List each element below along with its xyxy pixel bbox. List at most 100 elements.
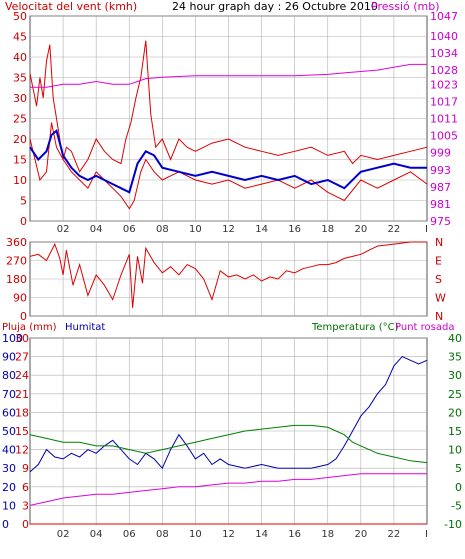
hour-tick-label: 18 — [321, 529, 334, 540]
humidity-tick-label: 20 — [2, 481, 16, 494]
temperature-axis-title: Temperatura (°C) — [311, 322, 399, 333]
hour-tick-label: 10 — [189, 529, 202, 540]
graph-title: 24 hour graph day : 26 Octubre 2010 — [172, 0, 378, 13]
rain-tick-label: 18 — [15, 406, 29, 419]
hour-tick-label: 14 — [255, 529, 268, 540]
rain-tick-label: 9 — [22, 462, 29, 475]
compass-tick-label: W — [435, 292, 446, 305]
wind-tick-label: 15 — [13, 154, 27, 167]
panel1-series — [29, 40, 428, 210]
hour-tick-label: 02 — [57, 224, 70, 235]
series-line-wind — [29, 122, 428, 210]
pressure-tick-label: 1047 — [430, 10, 458, 23]
panel3-temperature-ticks: -10 -5 0 5 10 15 20 25 30 35 40 — [444, 332, 462, 531]
rain-tick-label: 6 — [22, 481, 29, 494]
temperature-tick-label: 25 — [448, 388, 462, 401]
pressure-tick-label: 1011 — [430, 113, 458, 126]
hour-tick-label: 10 — [189, 224, 202, 235]
temperature-tick-label: -10 — [444, 518, 462, 531]
pressure-tick-label: 975 — [430, 215, 451, 228]
pressure-tick-label: 999 — [430, 147, 451, 160]
hour-tick-label: 16 — [288, 529, 301, 540]
humidity-tick-label: 40 — [2, 444, 16, 457]
temperature-tick-label: 0 — [455, 481, 462, 494]
series-line-pressure — [30, 63, 427, 88]
panel3-humidity-ticks: 0 10 20 30 40 50 60 70 80 90 100 — [2, 332, 23, 531]
hour-tick-label: 12 — [222, 224, 235, 235]
hour-tick-label: 08 — [156, 224, 169, 235]
hour-tick-label: 22 — [388, 529, 401, 540]
humidity-tick-label: 60 — [2, 406, 16, 419]
temperature-tick-label: 40 — [448, 332, 462, 345]
humidity-tick-label: 80 — [2, 369, 16, 382]
temperature-tick-label: 20 — [448, 406, 462, 419]
panel3-rain-ticks: 0 3 6 9 12 15 18 21 24 27 30 — [15, 332, 29, 531]
temperature-tick-label: 5 — [455, 462, 462, 475]
humidity-tick-label: 50 — [2, 425, 16, 438]
wind-tick-label: 0 — [20, 215, 27, 228]
pressure-tick-label: 1040 — [430, 30, 458, 43]
rain-tick-label: 12 — [15, 444, 29, 457]
hour-tick-label: 16 — [288, 224, 301, 235]
series-line-green — [29, 424, 428, 464]
humidity-tick-label: 10 — [2, 499, 16, 512]
degree-tick-label: 360 — [6, 236, 27, 249]
wind-tick-label: 5 — [20, 195, 27, 208]
dewpoint-axis-title: Punt rosada — [395, 322, 454, 333]
wind-tick-label: 10 — [13, 174, 27, 187]
panel3-grid — [30, 337, 427, 525]
temperature-tick-label: 10 — [448, 444, 462, 457]
pressure-tick-label: 1017 — [430, 95, 458, 108]
humidity-axis-title: Humitat — [65, 322, 105, 333]
pressure-tick-label: 1034 — [430, 47, 458, 60]
rain-tick-label: 27 — [15, 351, 29, 364]
hour-tick-label: 06 — [123, 529, 136, 540]
panel3-series — [29, 355, 428, 525]
wind-axis-title: Velocitat del vent (kmh) — [5, 0, 137, 13]
pressure-tick-label: 993 — [430, 164, 451, 177]
wind-tick-label: 30 — [13, 92, 27, 105]
pressure-axis-title: Pressió (mb) — [371, 0, 440, 13]
temperature-tick-label: 15 — [448, 425, 462, 438]
pressure-tick-label: 981 — [430, 198, 451, 211]
wind-tick-label: 45 — [13, 31, 27, 44]
wind-tick-label: 40 — [13, 51, 27, 64]
rain-axis-title: Pluja (mm) — [2, 322, 57, 333]
hour-tick-label: 14 — [255, 224, 268, 235]
panel3-hour-ticks: 02 04 06 08 10 12 14 16 18 20 22 — [57, 529, 401, 540]
panel2-series — [29, 241, 427, 308]
hour-tick-label: 20 — [354, 224, 367, 235]
panel3-last-x-label: I — [425, 529, 428, 540]
wind-tick-label: 50 — [13, 10, 27, 23]
hour-tick-label: 20 — [354, 529, 367, 540]
panel1-grid — [30, 15, 427, 222]
pressure-tick-label: 1005 — [430, 130, 458, 143]
hour-tick-label: 18 — [321, 224, 334, 235]
hour-tick-label: 02 — [57, 529, 70, 540]
rain-tick-label: 21 — [15, 388, 29, 401]
humidity-tick-label: 70 — [2, 388, 16, 401]
hour-tick-label: 04 — [90, 224, 103, 235]
compass-tick-label: N — [435, 310, 443, 323]
hour-tick-label: 22 — [388, 224, 401, 235]
series-line-blue — [29, 355, 428, 473]
compass-tick-label: N — [435, 236, 443, 249]
panel1-last-x-label: I — [425, 224, 428, 235]
panel2-degree-ticks: 0 90 180 270 360 — [6, 236, 27, 323]
series-line-magenta — [29, 473, 427, 506]
series-line-gust — [29, 40, 428, 173]
series-line-direction — [29, 241, 427, 308]
hour-tick-label: 12 — [222, 529, 235, 540]
compass-tick-label: S — [435, 273, 442, 286]
temperature-tick-label: -5 — [451, 499, 462, 512]
rain-tick-label: 15 — [15, 425, 29, 438]
wind-pressure-panel: 0 5 10 15 20 25 30 35 40 45 50 975 981 987 993 999 1005… — [5, 0, 458, 235]
humidity-tick-label: 90 — [2, 351, 16, 364]
degree-tick-label: 90 — [13, 292, 27, 305]
temperature-tick-label: 30 — [448, 369, 462, 382]
humidity-tick-label: 0 — [2, 518, 9, 531]
